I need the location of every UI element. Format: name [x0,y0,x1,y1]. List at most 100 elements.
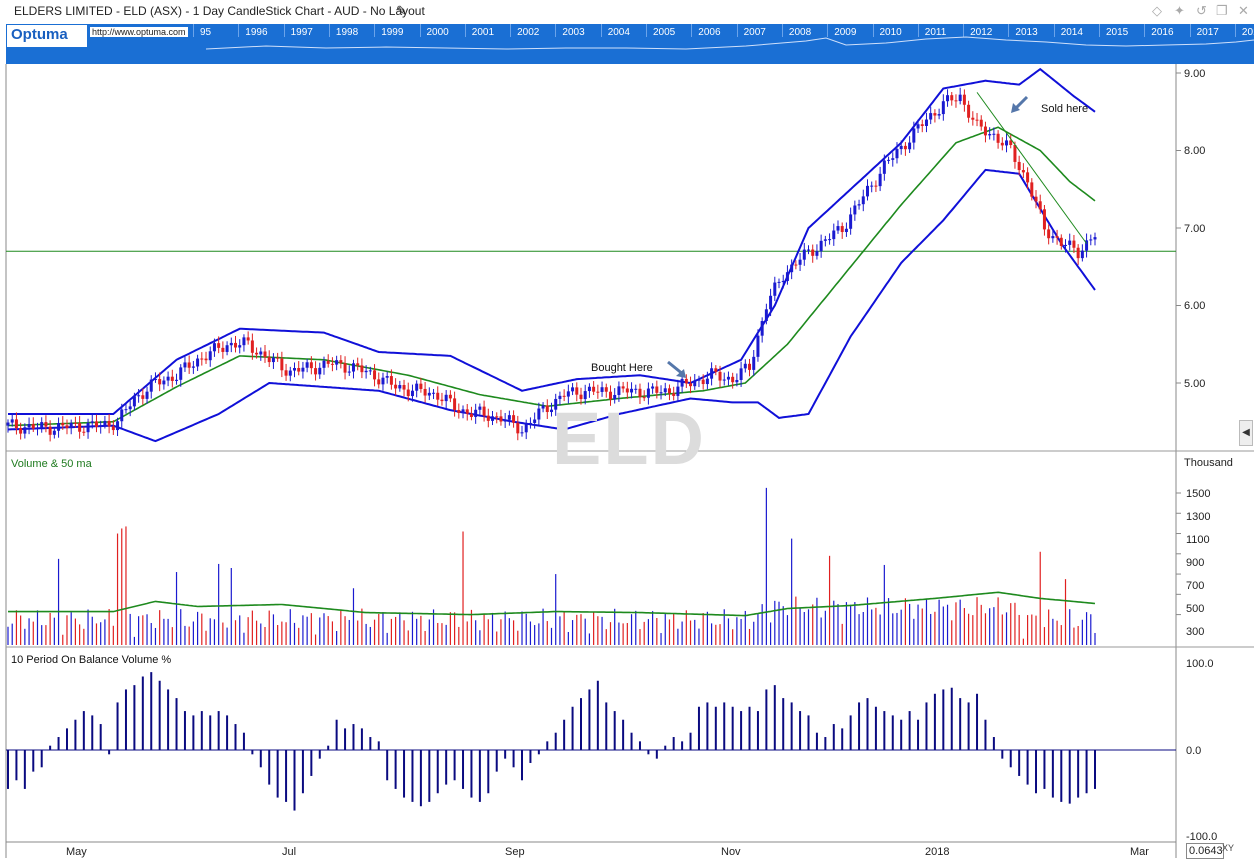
candle-body [288,370,292,376]
candle-body [436,392,440,400]
candle-body [255,352,259,355]
candle-body [1080,250,1084,259]
candle-body [714,368,718,372]
candle-body [440,399,444,402]
collapse-panel-arrow-icon[interactable]: ◀ [1239,420,1253,446]
diamond-icon[interactable]: ◇ [1152,3,1162,18]
candle-body [748,363,752,370]
candle-body [895,149,899,159]
candle-body [971,117,975,120]
candle-body [499,416,503,422]
navigator-year-1999[interactable]: 1999 [381,27,404,38]
candle-body [865,185,869,197]
navigator-year-2002[interactable]: 2002 [517,27,540,38]
candle-body [672,393,676,396]
navigator-year-2015[interactable]: 2015 [1106,27,1129,38]
candle-body [874,185,878,187]
navigator-year-1998[interactable]: 1998 [335,27,359,38]
timeline-navigator[interactable]: Optuma http://www.optuma.com 95 1996 1997 1… [6,24,1254,64]
pin-icon[interactable]: ✦ [1174,3,1185,18]
optuma-url[interactable]: http://www.optuma.com [90,27,188,37]
candle-body [1093,237,1097,240]
navigator-year-2010[interactable]: 2010 [879,27,902,38]
navigator-year-2003[interactable]: 2003 [562,27,585,38]
candle-body [726,376,730,380]
candle-body [212,343,216,352]
navigator-year-2001[interactable]: 2001 [471,27,495,38]
navigator-year-1997[interactable]: 1997 [290,27,313,38]
candle-body [1030,182,1034,197]
xy-mode-toggle[interactable]: XY [1222,843,1235,853]
navigator-year-divider [691,24,693,37]
candle-body [760,321,764,336]
candle-body [794,264,798,266]
chart-title: ELDERS LIMITED - ELD (ASX) - 1 Day Candl… [14,4,425,18]
navigator-year-2009[interactable]: 2009 [834,27,857,38]
candle-body [6,422,10,426]
navigator-year-2004[interactable]: 2004 [607,27,630,38]
candle-body [31,424,35,429]
candle-body [364,370,368,373]
date-tick-may: May [66,846,87,858]
candle-body [444,394,448,402]
candle-body [646,388,650,398]
candle-body [769,295,773,310]
close-icon[interactable]: ✕ [1238,3,1249,18]
price-tick-6: 6.00 [1184,300,1206,312]
candle-body [69,422,73,429]
candle-body [857,204,861,206]
candle-body [983,126,987,136]
cursor-value-box[interactable]: 0.0643 [1186,843,1224,859]
navigator-year-divider [917,24,919,37]
navigator-year-2005[interactable]: 2005 [653,27,676,38]
navigator-year-1996[interactable]: 1996 [245,27,268,38]
candle-body [1085,240,1089,251]
candle-body [870,185,874,187]
candle-body [78,423,82,432]
navigator-year-2006[interactable]: 2006 [698,27,721,38]
candle-body [958,94,962,102]
candle-body [330,363,334,365]
candle-body [158,379,162,385]
candle-body [183,362,187,368]
candle-body [23,427,27,434]
candle-body [124,409,128,411]
navigator-year-95[interactable]: 95 [200,27,212,38]
restore-icon[interactable]: ❐ [1216,3,1228,18]
navigator-year-2000[interactable]: 2000 [426,27,449,38]
navigator-year-2016[interactable]: 2016 [1151,27,1174,38]
candle-body [676,386,680,396]
refresh-icon[interactable]: ↺ [1196,3,1207,18]
pencil-icon[interactable]: ✎ [396,3,407,18]
candle-body [1055,236,1059,238]
candle-body [731,376,735,383]
candle-body [217,343,221,348]
candle-body [225,345,229,352]
candle-body [1013,145,1017,162]
candle-body [705,378,709,385]
navigator-year-2017[interactable]: 2017 [1196,27,1219,38]
navigator-year-2008[interactable]: 2008 [788,27,812,38]
navigator-year-2018[interactable]: 2018 [1241,27,1254,38]
navigator-year-2012[interactable]: 2012 [970,27,993,38]
candle-body [10,419,14,423]
candle-body [86,422,90,433]
candle-body [550,409,553,413]
candle-body [1017,161,1021,171]
navigator-year-2014[interactable]: 2014 [1060,27,1083,38]
volume-tick-500: 500 [1186,603,1205,615]
navigator-year-divider [1189,24,1191,37]
navigator-year-divider [193,24,194,37]
candle-body [1021,170,1025,173]
candle-body [111,426,115,431]
candle-body [946,95,950,102]
candle-body [689,383,693,387]
navigator-year-2007[interactable]: 2007 [743,27,766,38]
candle-body [659,392,663,394]
downtrend-line [976,92,1087,244]
navigator-year-2011[interactable]: 2011 [924,27,947,38]
candle-body [1089,239,1093,241]
navigator-year-2013[interactable]: 2013 [1015,27,1038,38]
candle-body [1042,209,1046,230]
